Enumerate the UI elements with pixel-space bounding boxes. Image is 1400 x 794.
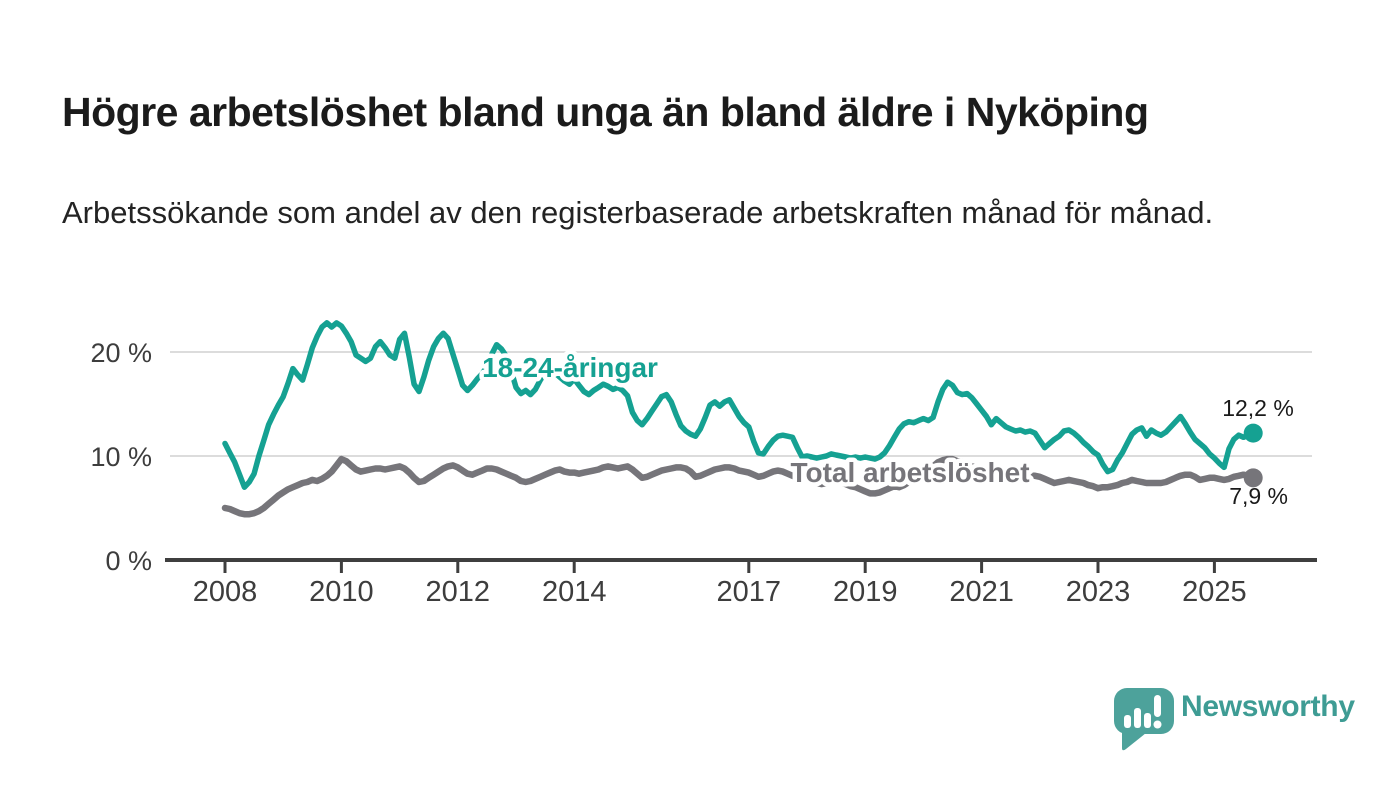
page-title: Högre arbetslöshet bland unga än bland ä… [62,89,1149,136]
y-tick-label: 0 % [105,546,152,576]
x-tick-label: 2012 [426,576,491,608]
x-tick-label: 2010 [309,576,374,608]
newsworthy-logo-icon [1114,688,1174,751]
y-tick-label: 20 % [90,338,152,368]
series-end-value-young: 12,2 % [1222,395,1294,421]
x-tick-label: 2019 [833,576,898,608]
x-tick-label: 2023 [1066,576,1131,608]
series-end-dot-total [1243,468,1263,488]
unemployment-line-chart: 2008 2010 2012 2014 2017 2019 2021 2023 2025 0 % 1… [90,320,1317,608]
series-end-dot-young [1243,423,1263,443]
series-label-young: 18-24-åringar [482,352,658,383]
y-tick-label: 10 % [90,442,152,472]
x-tick-label: 2017 [717,576,782,608]
x-tick-label: 2025 [1182,576,1247,608]
series-label-total: Total arbetslöshet [790,457,1029,488]
x-tick-label: 2021 [949,576,1014,608]
series-line-total [221,455,1257,518]
x-tick-label: 2008 [193,576,258,608]
series-end-value-total: 7,9 % [1229,483,1288,509]
series-line-young [222,320,1256,490]
newsworthy-logo-text: Newsworthy [1181,690,1355,723]
x-tick-label: 2014 [542,576,607,608]
chart-subtitle: Arbetssökande som andel av den registerb… [62,195,1214,230]
